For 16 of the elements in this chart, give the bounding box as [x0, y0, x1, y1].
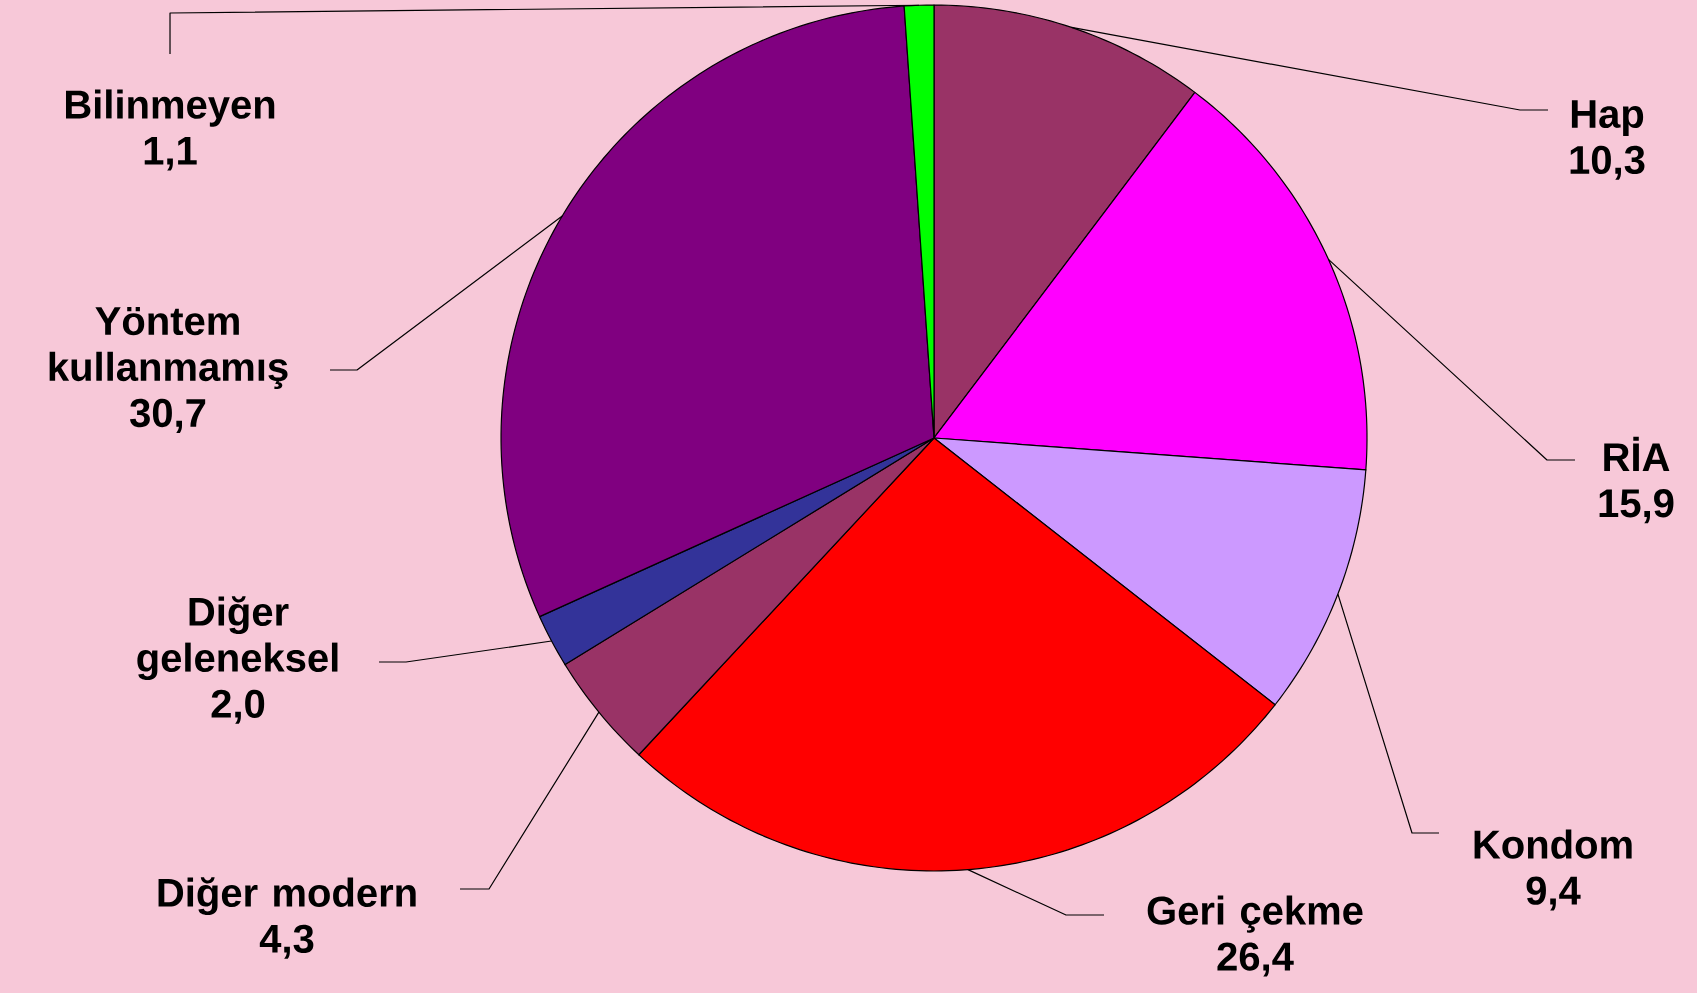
slice-label: Kondom [1474, 829, 1632, 859]
slice-label: Geri çekme [1147, 895, 1363, 933]
slice-label: Diğer geleneksel [137, 596, 338, 681]
data-label: 10,3 [1570, 145, 1645, 180]
data-label: 4,3 [259, 924, 314, 959]
data-label: 9,4 [1526, 876, 1581, 911]
slice-label: RİA [1604, 436, 1670, 472]
slice-label: Hap [1571, 100, 1644, 136]
data-label: 1,1 [144, 136, 197, 171]
data-label: 2,0 [211, 689, 265, 724]
data-label: 15,9 [1599, 489, 1674, 524]
data-label: 26,4 [1217, 942, 1294, 977]
slice-label: Bilinmeyen [66, 89, 275, 127]
slice-label: Yöntem kullanmamış [49, 307, 288, 390]
slice-label: Diğer modern [158, 877, 416, 916]
data-label: 30,7 [130, 398, 206, 433]
